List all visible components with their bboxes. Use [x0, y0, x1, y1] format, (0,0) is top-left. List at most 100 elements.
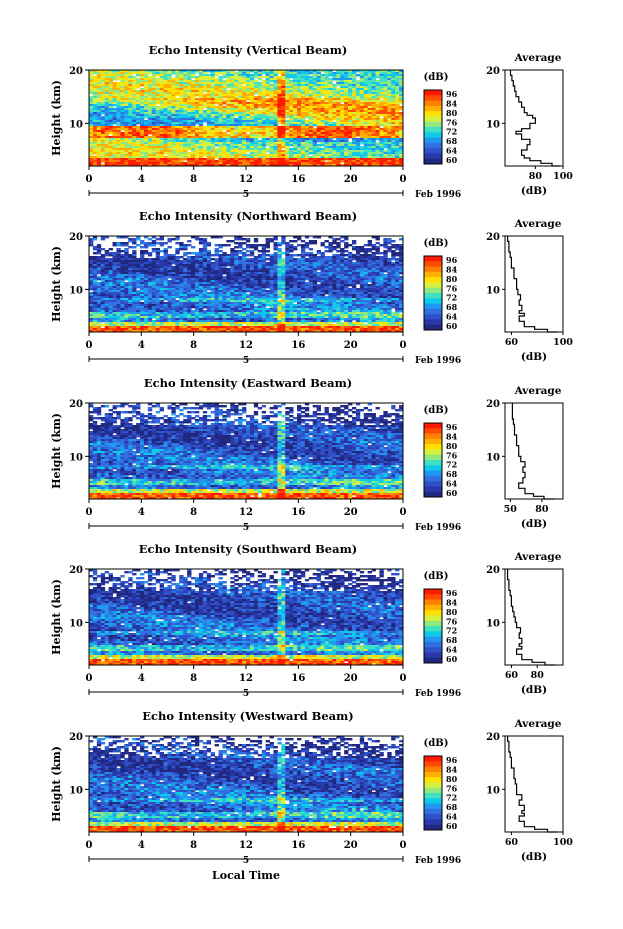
heatmap-cell	[273, 76, 278, 79]
heatmap-cell	[367, 102, 373, 105]
heatmap-cell	[112, 76, 117, 79]
heatmap-cell	[234, 110, 239, 113]
heatmap-cell	[355, 118, 361, 121]
heatmap-cell	[375, 100, 380, 103]
heatmap-cell	[218, 92, 223, 95]
heatmap-cell	[399, 114, 404, 117]
heatmap-cell	[171, 98, 176, 101]
heatmap-cell	[395, 80, 400, 83]
heatmap-cell	[379, 110, 384, 113]
heatmap-cell	[328, 114, 333, 117]
heatmap-cell	[379, 108, 384, 111]
heatmap-cell	[300, 84, 306, 87]
heatmap-cell	[108, 104, 113, 107]
heatmap-cell	[89, 84, 94, 87]
heatmap-cell	[222, 128, 227, 131]
heatmap-cell	[206, 70, 212, 73]
heatmap-cell	[257, 106, 263, 109]
heatmap-cell	[108, 120, 113, 123]
heatmap-cell	[226, 78, 231, 81]
heatmap-cell	[175, 108, 180, 111]
heatmap-cell	[273, 104, 278, 107]
heatmap-cell	[120, 84, 125, 87]
heatmap-cell	[171, 112, 176, 115]
heatmap-cell	[89, 120, 94, 123]
heatmap-cell	[297, 100, 302, 103]
heatmap-cell	[293, 112, 298, 115]
heatmap-cell	[210, 80, 216, 83]
heatmap-cell	[179, 84, 184, 87]
colorbar-swatch	[424, 148, 442, 154]
heatmap-cell	[128, 88, 133, 91]
heatmap-cell	[297, 82, 302, 85]
heatmap-cell	[230, 74, 235, 77]
heatmap-cell	[328, 108, 333, 111]
heatmap-cell	[96, 124, 102, 127]
heatmap-cell	[312, 104, 318, 107]
heatmap-cell	[320, 88, 325, 91]
heatmap-cell	[308, 114, 314, 117]
heatmap-cell	[132, 86, 137, 89]
heatmap-cell	[234, 124, 239, 127]
heatmap-cell	[367, 100, 373, 103]
heatmap-cell	[100, 110, 106, 113]
heatmap-cell	[363, 80, 369, 83]
heatmap-cell	[143, 246, 149, 249]
heatmap-cell	[269, 90, 274, 93]
heatmap-cell	[143, 252, 149, 255]
heatmap-cell	[367, 96, 373, 99]
heatmap-cell	[116, 124, 121, 127]
heatmap-cell	[304, 120, 310, 123]
heatmap-cell	[143, 112, 149, 115]
heatmap-cell	[132, 100, 137, 103]
heatmap-cell	[277, 86, 282, 89]
heatmap-cell	[104, 104, 110, 107]
heatmap-cell	[383, 122, 388, 125]
heatmap-cell	[344, 92, 349, 95]
heatmap-cell	[387, 86, 392, 89]
heatmap-cell	[242, 116, 247, 119]
heatmap-cell	[242, 74, 247, 77]
heatmap-cell	[265, 70, 270, 73]
heatmap-cell	[226, 114, 231, 117]
heatmap-cell	[222, 100, 227, 103]
heatmap-cell	[351, 88, 357, 91]
heatmap-cell	[171, 122, 176, 125]
heatmap-cell	[234, 92, 239, 95]
heatmap-cell	[136, 122, 141, 125]
heatmap-cell	[399, 82, 404, 85]
heatmap-cell	[273, 72, 278, 75]
heatmap-cell	[293, 72, 298, 75]
heatmap-cell	[143, 72, 149, 75]
heatmap-cell	[399, 86, 404, 89]
heatmap-cell	[297, 118, 302, 121]
heatmap-cell	[312, 70, 318, 73]
heatmap-cell	[391, 102, 396, 105]
heatmap-cell	[234, 238, 239, 241]
heatmap-cell	[277, 112, 282, 115]
heatmap-cell	[332, 74, 337, 77]
heatmap-cell	[155, 238, 161, 241]
heatmap-cell	[399, 92, 404, 95]
heatmap-cell	[308, 86, 314, 89]
heatmap-cell	[132, 72, 137, 75]
heatmap-cell	[108, 96, 113, 99]
heatmap-cell	[206, 116, 212, 119]
heatmap-cell	[116, 92, 121, 95]
heatmap-cell	[238, 90, 243, 93]
heatmap-cell	[100, 124, 106, 127]
heatmap-cell	[151, 106, 157, 109]
heatmap-cell	[242, 80, 247, 83]
heatmap-cell	[304, 90, 310, 93]
heatmap-cell	[175, 104, 180, 107]
heatmap-cell	[140, 94, 145, 97]
heatmap-cell	[222, 84, 227, 87]
heatmap-cell	[246, 84, 251, 87]
heatmap-cell	[265, 108, 270, 111]
heatmap-cell	[379, 92, 384, 95]
heatmap-cell	[143, 74, 149, 77]
heatmap-cell	[293, 120, 298, 123]
heatmap-cell	[375, 74, 380, 77]
heatmap-cell	[226, 124, 231, 127]
heatmap-cell	[226, 108, 231, 111]
